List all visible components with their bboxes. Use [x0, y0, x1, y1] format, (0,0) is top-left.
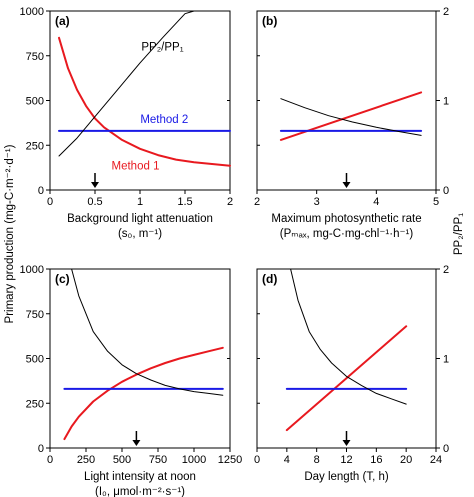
series-line-ratio	[280, 98, 422, 136]
x-axis-label-units: (I₀, μmol·m⁻²·s⁻¹)	[95, 486, 185, 497]
y-tick-label: 500	[26, 96, 44, 108]
x-tick-label: 0	[254, 454, 260, 466]
x-axis-label: Maximum photosynthetic rate	[271, 213, 421, 225]
x-axis-label: Day length (T, h)	[304, 471, 389, 483]
x-tick-label: 500	[113, 454, 131, 466]
series-line-ratio	[58, 10, 195, 157]
x-tick-label: 3	[314, 196, 320, 208]
plot-frame	[256, 268, 437, 449]
x-tick-label: 24	[430, 454, 442, 466]
plot-frame	[256, 10, 437, 191]
plot-frame	[49, 268, 231, 449]
x-tick-label: 1000	[182, 454, 206, 466]
series-line-method-1	[63, 346, 224, 441]
y-tick-label: 750	[26, 51, 44, 63]
panel-label: (a)	[55, 14, 70, 28]
x-axis-label-units: (s₀, m⁻¹)	[118, 228, 162, 240]
series-annotation: Method 1	[112, 160, 160, 172]
arrow-marker	[91, 173, 99, 188]
x-axis-label-units: (Pₘₐₓ, mg-C·mg-chl⁻¹·h⁻¹)	[280, 228, 414, 240]
panel-label: (d)	[262, 272, 277, 286]
panel-a: 0 0.5 1 1.5 2 0 250 500 750 1000 (a) PP₂/PP₁ Method …	[20, 6, 234, 240]
y-tick-label: 0	[38, 443, 44, 455]
x-tick-label: 4	[284, 454, 290, 466]
x-tick-label: 1	[137, 196, 143, 208]
x-tick-label: 0	[47, 454, 53, 466]
shared-right-ylabel: PP₂/PP₁	[453, 213, 465, 255]
x-axis-label: Light intensity at noon	[84, 471, 196, 483]
shared-left-ylabel: Primary production (mg-C·m⁻²·d⁻¹)	[4, 144, 16, 323]
y-tick-label: 1000	[20, 6, 44, 18]
series-line-ratio	[290, 268, 407, 405]
x-axis-label: Background light attenuation	[67, 213, 213, 225]
arrow-marker	[342, 173, 351, 188]
x-tick-label: 4	[373, 196, 379, 208]
y-tick-label: 1000	[20, 264, 44, 276]
y2-tick-label: 0	[443, 185, 449, 197]
arrow-head	[342, 440, 351, 446]
panel-c: 0 250 500 750 1000 1250 0 250 500 750 1000 (c) Light…	[20, 264, 243, 497]
y-tick-label: 250	[26, 398, 44, 410]
y-tick-label: 250	[26, 140, 44, 152]
y-tick-label: 500	[26, 354, 44, 366]
y2-tick-label: 0	[443, 443, 449, 455]
panels: 0 0.5 1 1.5 202505007501000(a)PP₂/PP₁Method …	[20, 6, 450, 497]
y-tick-label: 750	[26, 309, 44, 321]
series-annotation: Method 2	[140, 114, 188, 126]
x-tick-label: 2	[254, 196, 260, 208]
x-tick-label: 20	[400, 454, 412, 466]
x-tick-label: 12	[340, 454, 352, 466]
y2-tick-label: 2	[443, 6, 449, 18]
y2-tick-label: 1	[443, 354, 449, 366]
y2-tick-label: 2	[443, 264, 449, 276]
x-tick-label: 8	[314, 454, 320, 466]
series-line-method-1	[58, 36, 231, 167]
series-line-method-1	[279, 91, 423, 141]
series-line-ratio	[71, 268, 224, 396]
x-tick-label: 5	[433, 196, 439, 208]
x-tick-label: 0	[47, 196, 53, 208]
arrow-marker	[132, 431, 141, 446]
x-tick-label: 2	[227, 196, 233, 208]
y2-tick-label: 1	[443, 96, 449, 108]
x-tick-label: 1.5	[177, 196, 192, 208]
x-tick-label: 750	[149, 454, 167, 466]
x-tick-label: 250	[77, 454, 95, 466]
panel-label: (b)	[262, 14, 277, 28]
x-tick-label: 1250	[218, 454, 242, 466]
arrow-head	[132, 440, 141, 446]
panel-label: (c)	[55, 272, 70, 286]
x-tick-label: 0.5	[87, 196, 102, 208]
panel-b: 2 3 4 50 1 2 (b) Maximum photosynthetic rate (Pₘ…	[254, 6, 449, 240]
arrow-marker	[342, 431, 351, 446]
arrow-head	[342, 182, 351, 188]
x-tick-label: 16	[370, 454, 382, 466]
y-tick-label: 0	[38, 185, 44, 197]
arrow-head	[91, 182, 99, 188]
series-line-method-1	[285, 325, 408, 432]
series-annotation: PP₂/PP₁	[141, 41, 183, 53]
